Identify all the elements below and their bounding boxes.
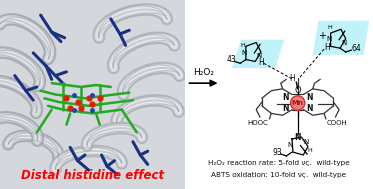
Text: H: H <box>324 43 330 52</box>
Text: +: + <box>318 31 326 41</box>
Text: 93: 93 <box>272 148 282 157</box>
Text: H₂O₂ reaction rate: 5-fold νς.  wild-type: H₂O₂ reaction rate: 5-fold νς. wild-type <box>208 160 350 166</box>
Text: N: N <box>341 40 347 46</box>
Text: 43: 43 <box>227 55 236 64</box>
Text: N: N <box>307 104 313 113</box>
Text: ABTS oxidation: 10-fold νς.  wild-type: ABTS oxidation: 10-fold νς. wild-type <box>211 172 347 178</box>
Text: H₂O₂: H₂O₂ <box>193 67 214 77</box>
Text: H: H <box>289 74 295 83</box>
Circle shape <box>291 96 305 110</box>
Text: H: H <box>258 58 264 67</box>
Text: COOH: COOH <box>327 120 348 126</box>
Text: N: N <box>256 53 262 59</box>
Polygon shape <box>232 40 285 68</box>
Text: O: O <box>294 86 301 95</box>
Text: H: H <box>307 148 312 153</box>
Text: N: N <box>294 132 301 142</box>
Text: Mn: Mn <box>292 100 304 106</box>
Text: HOOC: HOOC <box>248 120 269 126</box>
Text: N: N <box>304 139 309 145</box>
Text: 64: 64 <box>351 44 361 53</box>
Text: N: N <box>241 50 247 56</box>
Text: N: N <box>288 142 293 148</box>
Polygon shape <box>313 21 369 55</box>
Text: N: N <box>326 36 331 42</box>
Text: N: N <box>282 93 289 102</box>
Text: N: N <box>282 104 289 113</box>
Text: H: H <box>240 43 245 48</box>
Text: N: N <box>307 93 313 102</box>
Text: H: H <box>327 25 332 30</box>
Text: Distal histidine effect: Distal histidine effect <box>21 169 164 182</box>
